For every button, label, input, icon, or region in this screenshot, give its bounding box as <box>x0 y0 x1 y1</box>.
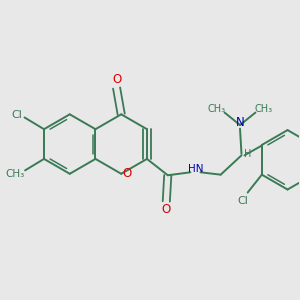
Text: CH₃: CH₃ <box>254 104 272 114</box>
Text: H: H <box>244 149 252 159</box>
Text: O: O <box>122 167 131 180</box>
Text: CH₃: CH₃ <box>208 104 226 114</box>
Text: CH₃: CH₃ <box>5 169 24 178</box>
Text: N: N <box>236 116 244 129</box>
Text: Cl: Cl <box>237 196 248 206</box>
Text: O: O <box>162 203 171 216</box>
Text: HN: HN <box>188 164 203 174</box>
Text: O: O <box>112 73 121 86</box>
Text: Cl: Cl <box>11 110 22 120</box>
